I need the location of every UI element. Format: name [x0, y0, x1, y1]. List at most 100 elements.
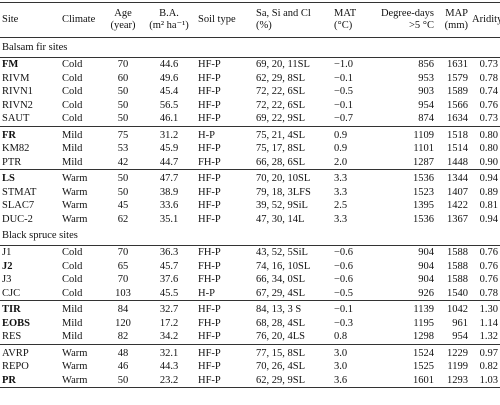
cell: HF-P: [198, 361, 221, 373]
column-header: Site: [0, 3, 60, 38]
section-row: Balsam fir sites: [0, 37, 500, 58]
cell: 0.9: [332, 125, 372, 142]
cell: 34.2: [159, 331, 179, 343]
cell: 70: [117, 247, 129, 259]
cell: 904: [418, 274, 434, 286]
cell: 1344: [436, 169, 470, 186]
cell: Warm: [62, 186, 88, 198]
cell: FH-P: [198, 274, 221, 286]
cell: RES: [2, 331, 22, 343]
cell: −0.1: [332, 300, 372, 317]
data-row: PR Warm 50 23.2 HF-P 62, 29, 9SL 3.6 1601 1293 1.…: [0, 373, 500, 388]
cell: 3.3: [334, 186, 348, 198]
cell: 49.6: [159, 72, 179, 84]
table-body: Balsam fir sites FM Cold 70 44.6 HF-P 69, 20, …: [0, 37, 500, 388]
cell: 120: [115, 317, 131, 329]
cell: Mild: [62, 156, 83, 168]
cell: 904: [418, 247, 434, 259]
data-row: DUC-2 Warm 62 35.1 HF-P 47, 30, 14L 3.3 1536 136…: [0, 213, 500, 227]
cell: 50: [117, 113, 129, 125]
site-table: Site Climate Age (year) B.A. (m² ha⁻¹) Soil ty…: [0, 2, 500, 388]
cell: HF-P: [196, 373, 254, 388]
cell: AVRP: [0, 343, 60, 360]
cell: HF-P: [198, 186, 221, 198]
cell: 0.76: [479, 274, 498, 286]
cell: 36.3: [159, 247, 179, 259]
cell: 47, 30, 14L: [256, 213, 305, 225]
cell: 56.5: [159, 99, 179, 111]
cell: Warm: [62, 361, 88, 373]
data-row: J2 Cold 65 45.7 FH-P 74, 16, 10SL −0.6 904 1588 0…: [0, 260, 500, 274]
data-row: J3 Cold 70 37.6 FH-P 66, 34, 0SL −0.6 904 1588 0.…: [0, 273, 500, 287]
cell: −0.5: [334, 287, 354, 299]
column-header: B.A. (m² ha⁻¹): [142, 3, 196, 38]
data-row: AVRP Warm 48 32.1 HF-P 77, 15, 8SL 3.0 1524 1229…: [0, 343, 500, 360]
cell: 53: [117, 143, 129, 155]
cell: Warm: [60, 343, 104, 360]
cell: HF-P: [198, 143, 221, 155]
cell: 926: [418, 287, 434, 299]
cell: FR: [0, 125, 60, 142]
cell: 75, 21, 4SL: [254, 125, 332, 142]
cell: 1.03: [470, 373, 500, 388]
column-header: MAT (°C): [332, 3, 372, 38]
cell: 1422: [447, 200, 468, 212]
cell: Cold: [62, 247, 83, 259]
cell: 3.0: [332, 343, 372, 360]
cell: 0.73: [479, 59, 498, 71]
data-row: TIR Mild 84 32.7 HF-P 84, 13, 3 S −0.1 1139 1042…: [0, 300, 500, 317]
cell: 1229: [436, 343, 470, 360]
cell: 70, 20, 10SL: [254, 169, 332, 186]
cell: HF-P: [198, 213, 221, 225]
cell: 1540: [447, 287, 468, 299]
cell: 44.6: [159, 59, 179, 71]
header-text: Degree-days: [380, 8, 434, 19]
cell: 1523: [413, 186, 434, 198]
cell: RIVN2: [2, 99, 33, 111]
cell: 62, 29, 9SL: [254, 373, 332, 388]
column-header: Climate: [60, 3, 104, 38]
cell: 1518: [436, 125, 470, 142]
cell: Cold: [62, 274, 83, 286]
cell: 1195: [413, 317, 434, 329]
cell: 45.4: [159, 86, 179, 98]
cell: 67, 29, 4SL: [256, 287, 306, 299]
cell: 45.9: [159, 143, 179, 155]
cell: 874: [418, 113, 434, 125]
cell: 0.76: [479, 260, 498, 272]
cell: 1101: [413, 143, 434, 155]
cell: 32.7: [142, 300, 196, 317]
cell: Mild: [62, 143, 83, 155]
cell: 953: [418, 72, 434, 84]
cell: 1588: [447, 260, 468, 272]
cell: 84: [104, 300, 142, 317]
cell: 62: [117, 213, 129, 225]
cell: 1536: [413, 213, 434, 225]
cell: −0.6: [334, 274, 354, 286]
header-text: MAP: [445, 8, 468, 19]
cell: 47.7: [142, 169, 196, 186]
cell: DUC-2: [2, 213, 33, 225]
cell: 60: [117, 72, 129, 84]
cell: 0.8: [334, 331, 348, 343]
cell: LS: [0, 169, 60, 186]
cell: 1514: [447, 143, 468, 155]
cell: H-P: [196, 125, 254, 142]
cell: 1601: [372, 373, 436, 388]
cell: RIVN1: [2, 86, 33, 98]
cell: 1.30: [470, 300, 500, 317]
data-row: REPO Warm 46 44.3 HF-P 70, 26, 4SL 3.0 1525 1199…: [0, 360, 500, 374]
cell: FH-P: [198, 317, 221, 329]
cell: −0.7: [334, 113, 354, 125]
cell: 45: [117, 200, 129, 212]
cell: HF-P: [198, 331, 221, 343]
data-row: EOBS Mild 120 17.2 FH-P 68, 28, 4SL −0.3 1195 96…: [0, 317, 500, 331]
column-header: Age (year): [104, 3, 142, 38]
table-header: Site Climate Age (year) B.A. (m² ha⁻¹) Soil ty…: [0, 2, 500, 38]
cell: J3: [2, 274, 12, 286]
section-title: Black spruce sites: [0, 226, 500, 246]
cell: 50: [117, 86, 129, 98]
header-text: Climate: [62, 14, 96, 25]
cell: Cold: [62, 99, 83, 111]
cell: 48: [104, 343, 142, 360]
